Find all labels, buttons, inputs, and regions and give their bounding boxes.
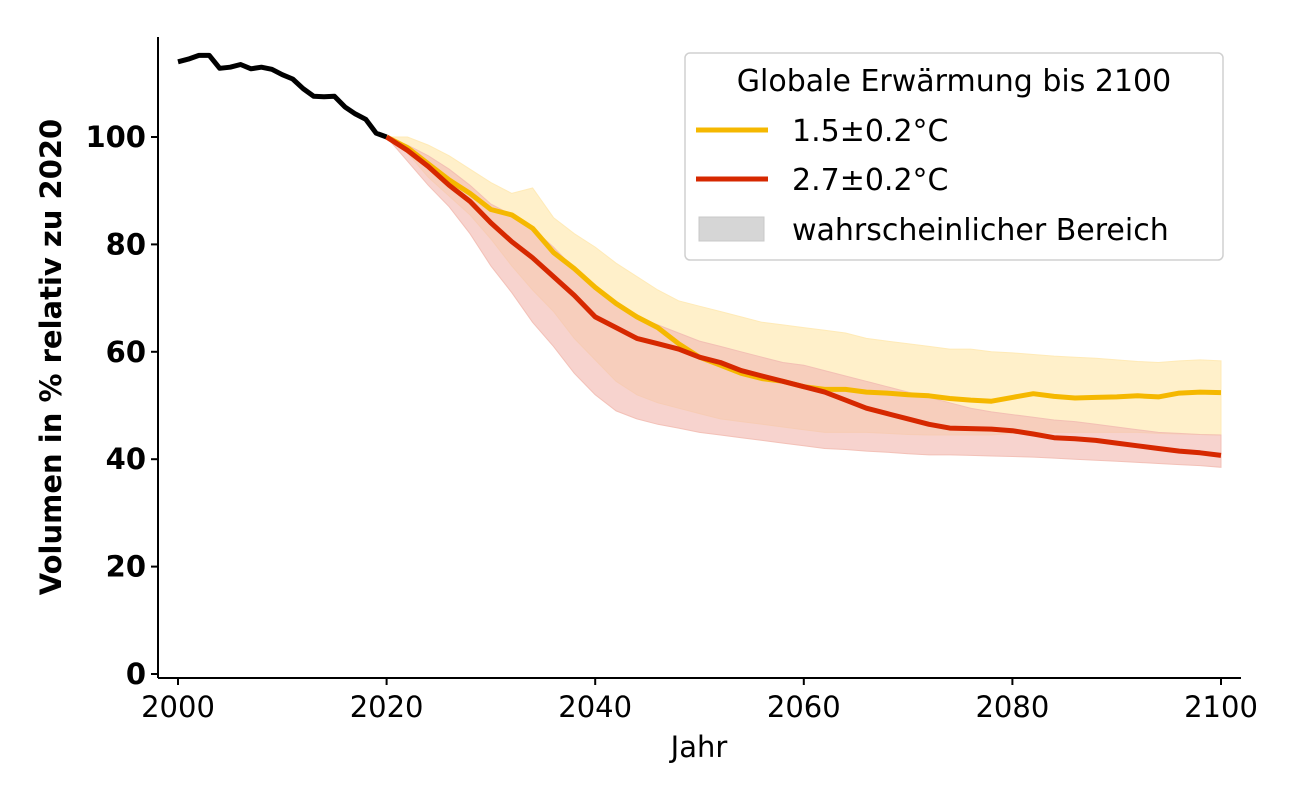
legend-label-1-5c: 1.5±0.2°C <box>792 114 949 149</box>
likely-range-band-2-7c <box>386 136 1222 468</box>
historical-line <box>177 52 388 140</box>
x-tick-label: 2060 <box>767 690 841 724</box>
uncertainty-bands <box>385 136 1222 468</box>
x-tick-label: 2020 <box>350 690 424 724</box>
y-tick-label: 80 <box>106 227 146 261</box>
x-axis-label: Jahr <box>669 730 728 764</box>
legend: Globale Erwärmung bis 2100 1.5±0.2°C 2.7… <box>684 52 1224 261</box>
y-tick-label: 0 <box>126 657 146 691</box>
y-tick-label: 100 <box>85 120 146 154</box>
y-ticks: 0 20 40 60 80 100 <box>85 120 158 691</box>
legend-swatch-likely-range <box>698 216 765 242</box>
y-tick-label: 60 <box>106 335 146 369</box>
legend-label-likely-range: wahrscheinlicher Bereich <box>792 213 1169 248</box>
series-lines <box>177 52 1222 458</box>
x-tick-label: 2100 <box>1184 690 1258 724</box>
y-tick-label: 40 <box>106 442 146 476</box>
series-line-2-7c <box>385 134 1222 458</box>
x-tick-label: 2080 <box>975 690 1049 724</box>
x-tick-label: 2040 <box>558 690 632 724</box>
legend-title: Globale Erwärmung bis 2100 <box>737 64 1171 99</box>
legend-label-2-7c: 2.7±0.2°C <box>792 163 949 198</box>
x-ticks: 2000 2020 2040 2060 2080 2100 <box>141 678 1258 724</box>
y-tick-label: 20 <box>106 550 146 584</box>
y-axis-label: Volumen in % relativ zu 2020 <box>34 119 68 595</box>
x-tick-label: 2000 <box>141 690 215 724</box>
legend-frame <box>684 52 1224 261</box>
